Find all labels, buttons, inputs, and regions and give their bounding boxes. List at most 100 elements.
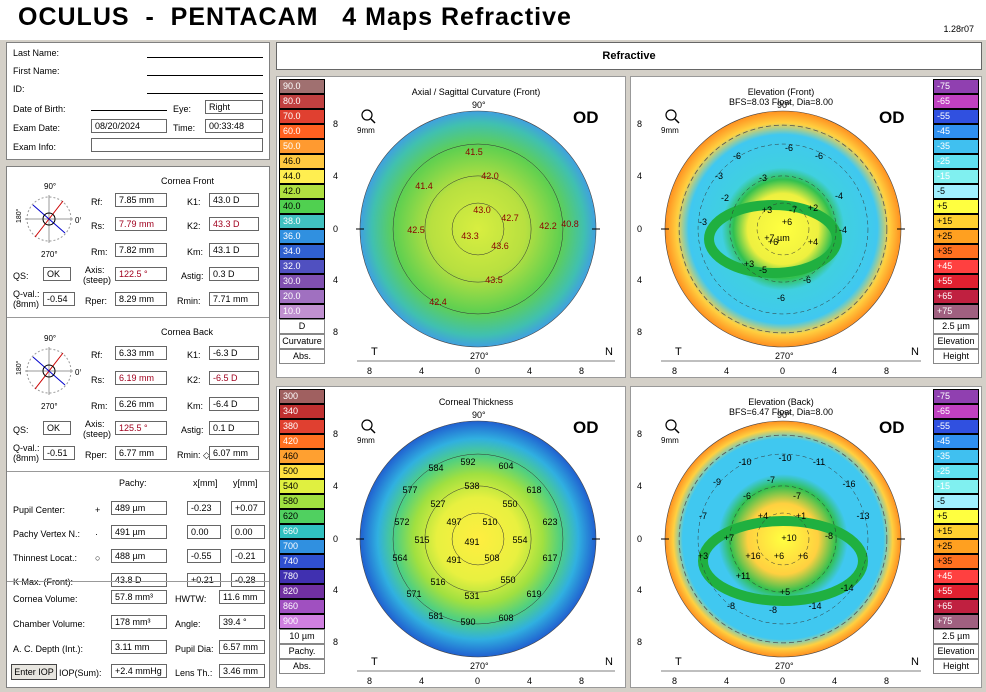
map-canvas[interactable]: 90° 270° 8 4 0 4 8 8 4 0 4 8 T N OD 9mm 41.5 42.0 41.4 43.0… xyxy=(327,77,625,377)
id-field[interactable] xyxy=(147,84,263,94)
x-tick: 8 xyxy=(367,676,372,686)
scale-unit: D xyxy=(279,319,325,334)
acd-value: 3.11 mm xyxy=(111,640,167,654)
id-label: ID: xyxy=(13,84,25,94)
od-label: OD xyxy=(879,418,905,437)
map-value: -7 xyxy=(699,511,707,521)
map-canvas[interactable]: 90° 270° 8 4 0 4 8 8 4 0 4 8 T N OD 9mm -10 -10 -11 -9 -7 -16… xyxy=(631,387,931,687)
temporal-label: T xyxy=(675,656,682,668)
front-deg180: 180° xyxy=(15,208,23,223)
pachy-row-label: Pupil Center: xyxy=(13,505,66,515)
map-value: +1 xyxy=(796,511,806,521)
angle-value: 39.4 ° xyxy=(219,615,265,629)
map-value: 564 xyxy=(392,553,407,563)
first-name-field[interactable] xyxy=(147,66,263,76)
x-tick: 4 xyxy=(724,366,729,376)
back-deg180: 180° xyxy=(15,360,23,375)
map-value: 571 xyxy=(406,589,421,599)
pachy-row-x: -0.55 xyxy=(187,549,221,563)
map-value: 508 xyxy=(484,553,499,563)
scale-caption: Pachy. xyxy=(279,644,325,659)
acd-label: A. C. Depth (Int.): xyxy=(13,644,84,654)
scale-cell: +5 xyxy=(933,509,979,524)
cornea-volume-value: 57.8 mm³ xyxy=(111,590,167,604)
lens-th-label: Lens Th.: xyxy=(175,668,213,678)
map-value: 42.2 xyxy=(539,221,557,231)
deg90-label: 90° xyxy=(472,100,486,110)
pachy-row-x: 0.00 xyxy=(187,525,221,539)
x-tick: 4 xyxy=(832,366,837,376)
scale-cell: 32.0 xyxy=(279,259,325,274)
lens-th-value: 3.46 mm xyxy=(219,664,265,678)
thickness-map-panel[interactable]: Corneal Thickness 300 340 380 420 460 500 540 58… xyxy=(276,386,626,688)
time-label: Time: xyxy=(173,123,196,133)
zoom-icon xyxy=(361,109,373,121)
map-canvas[interactable]: 90° 270° 8 4 0 4 8 8 4 0 4 8 T N OD 9mm -6 -6 -6 -3 -3 -3 +2 +3… xyxy=(631,77,931,377)
pachy-row-y: -0.21 xyxy=(231,549,265,563)
front-rf-value: 7.85 mm xyxy=(115,193,167,207)
scale-cell: 500 xyxy=(279,464,325,479)
pachy-row-value: 43.8 D xyxy=(111,573,167,587)
map-value: -2 xyxy=(721,193,729,203)
axial-map-panel[interactable]: Axial / Sagittal Curvature (Front) 90.0 80… xyxy=(276,76,626,378)
nasal-label: N xyxy=(605,346,613,358)
y-tick: 4 xyxy=(333,481,338,491)
scale-cell: 50.0 xyxy=(279,139,325,154)
exam-info-label: Exam Info: xyxy=(13,142,57,152)
x-tick: 8 xyxy=(884,676,889,686)
front-rm-value: 7.82 mm xyxy=(115,243,167,257)
scale-cell: +75 xyxy=(933,304,979,319)
scale-cell: 580 xyxy=(279,494,325,509)
map-value: +7 xyxy=(724,533,734,543)
map-value: +3 xyxy=(744,259,754,269)
scale-cell: +65 xyxy=(933,289,979,304)
front-astig-label: Astig: xyxy=(181,271,204,281)
elevation-front-map-panel[interactable]: Elevation (Front) BFS=8.03 Float, Dia=8.0… xyxy=(630,76,982,378)
x-tick: 8 xyxy=(367,366,372,376)
map-value: +6 xyxy=(782,217,792,227)
enter-iop-button[interactable]: Enter IOP xyxy=(11,664,57,680)
map-value: 550 xyxy=(502,499,517,509)
nasal-label: N xyxy=(605,656,613,668)
map-value: +6 xyxy=(774,551,784,561)
x-tick: 8 xyxy=(884,366,889,376)
iop-label: IOP(Sum): xyxy=(59,668,102,678)
elevation-back-map-panel[interactable]: Elevation (Back) BFS=6.47 Float, Dia=8.00… xyxy=(630,386,982,688)
x-tick: 0 xyxy=(475,676,480,686)
front-rs-value: 7.79 mm xyxy=(115,217,167,231)
temporal-label: T xyxy=(675,346,682,358)
back-rf-value: 6.33 mm xyxy=(115,346,167,360)
scale-cell: 90.0 xyxy=(279,79,325,94)
scale-unit: 2.5 µm xyxy=(933,319,979,334)
y-tick: 8 xyxy=(637,429,642,439)
scale-cell: 380 xyxy=(279,419,325,434)
back-rmin-label: Rmin: ◇ xyxy=(177,450,210,460)
map-value: -7 xyxy=(789,205,797,215)
scale-cell: +45 xyxy=(933,569,979,584)
back-rs-value: 6.19 mm xyxy=(115,371,167,385)
pachy-row-value: 488 µm xyxy=(111,549,167,563)
map-canvas[interactable]: 90° 270° 8 4 0 4 8 8 4 0 4 8 T N OD 9mm 592 584 604 577 538 6… xyxy=(327,387,625,687)
scale-cell: 700 xyxy=(279,539,325,554)
dob-field[interactable] xyxy=(91,101,167,111)
map-title: Axial / Sagittal Curvature (Front) xyxy=(411,87,541,97)
back-axis-diagram: 90° 270° 0° 180° xyxy=(15,334,81,411)
scale-cell: -25 xyxy=(933,154,979,169)
scale-cell: 540 xyxy=(279,479,325,494)
scale-cell: -65 xyxy=(933,94,979,109)
exam-info-field[interactable] xyxy=(91,138,263,152)
refractive-header: Refractive xyxy=(276,42,982,70)
map-value: -8 xyxy=(769,605,777,615)
scale-cell: 70.0 xyxy=(279,109,325,124)
back-astig-value: 0.1 D xyxy=(209,421,259,435)
front-k2-value: 43.3 D xyxy=(209,217,259,231)
patient-panel: Last Name: First Name: ID: Date of Birth… xyxy=(6,42,270,160)
back-rf-label: Rf: xyxy=(91,350,103,360)
od-label: OD xyxy=(573,108,599,127)
temporal-label: T xyxy=(371,656,378,668)
pachy-row-y: +0.07 xyxy=(231,501,265,515)
scale-cell: -35 xyxy=(933,449,979,464)
front-astig-value: 0.3 D xyxy=(209,267,259,281)
pachy-row-value: 491 µm xyxy=(111,525,167,539)
last-name-field[interactable] xyxy=(147,48,263,58)
